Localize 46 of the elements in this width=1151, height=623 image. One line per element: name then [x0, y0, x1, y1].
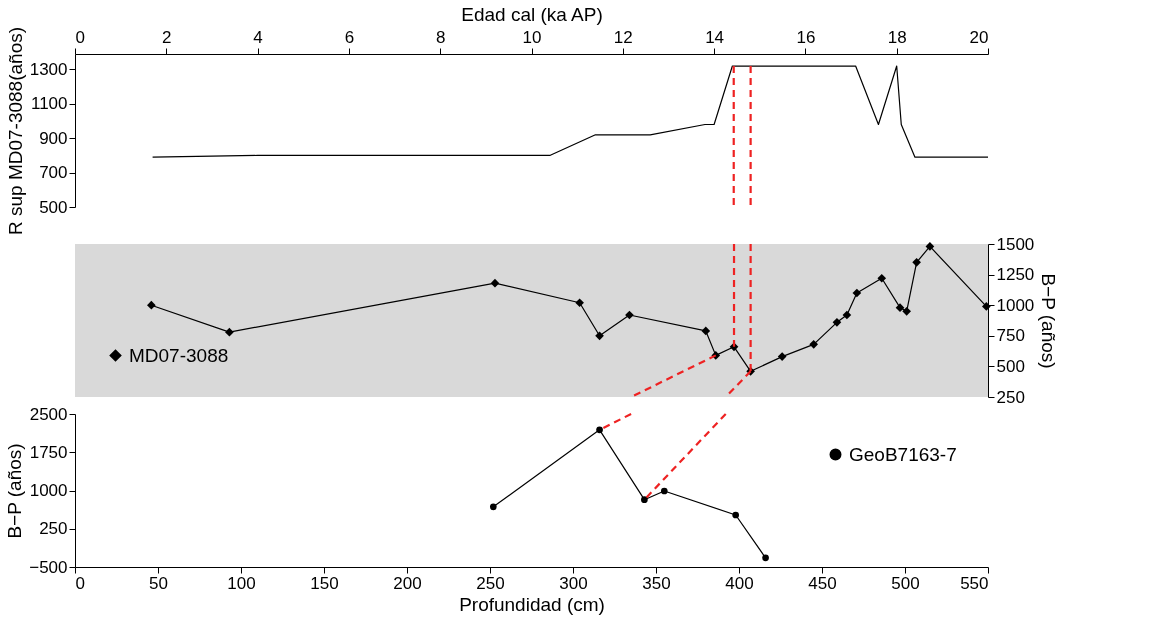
y-tick-label: 2500 — [29, 404, 68, 424]
y-axis-title: R sup MD07-3088(años) — [4, 26, 26, 236]
x-tick-label: 2 — [162, 27, 172, 47]
x-tick-label: 350 — [642, 573, 671, 593]
y2-axis-title: B−P (años) — [1038, 273, 1060, 369]
y-tick-label: 1300 — [29, 59, 68, 79]
x-tick-label: 500 — [891, 573, 920, 593]
x-tick-label: 0 — [75, 573, 85, 593]
x-tick-label: 150 — [310, 573, 339, 593]
x-tick-label: 4 — [253, 27, 263, 47]
x-tick-label: 14 — [705, 27, 725, 47]
x-tick-label: 8 — [435, 27, 446, 47]
y2-tick-label: 750 — [996, 326, 1025, 346]
x-tick-label: 250 — [476, 573, 505, 593]
x-tick-label: 300 — [559, 573, 588, 593]
x-tick-label: 12 — [613, 27, 633, 47]
y-tick-label: 1000 — [29, 481, 68, 500]
x-tick-label: 20 — [969, 27, 989, 47]
x-tick-label: 18 — [887, 27, 907, 47]
legend-label: GeoB7163-7 — [849, 443, 957, 465]
x-tick-label: 10 — [522, 27, 542, 47]
x-tick-label: 550 — [960, 573, 989, 593]
y2-tick-label: 1250 — [996, 265, 1035, 285]
x-tick-label: 200 — [393, 573, 422, 593]
x-tick-label: 50 — [149, 573, 168, 593]
y2-tick-label: 1500 — [996, 234, 1035, 254]
y-tick-label: 1750 — [29, 442, 68, 462]
y2-tick-label: 500 — [996, 356, 1025, 376]
y-axis-title: B−P (años) — [4, 443, 26, 539]
y-tick-label: 250 — [39, 519, 68, 539]
x-tick-label: 0 — [75, 27, 85, 47]
y-tick-label: 700 — [39, 163, 68, 183]
x-tick-label: 6 — [344, 27, 355, 47]
y2-tick-label: 1000 — [996, 295, 1035, 315]
x-tick-label: 400 — [725, 573, 754, 593]
x-tick-label: 450 — [808, 573, 837, 593]
x-axis-title: Edad cal (ka AP) — [461, 3, 603, 25]
y-tick-label: 900 — [39, 128, 68, 148]
x-tick-label: 100 — [227, 573, 256, 593]
y-tick-label: 1100 — [30, 94, 68, 114]
x-axis-title: Profundidad (cm) — [459, 593, 605, 615]
x-tick-label: 16 — [796, 27, 816, 47]
y-tick-label: 500 — [39, 197, 68, 217]
y2-tick-label: 250 — [996, 387, 1025, 407]
y-tick-label: −500 — [29, 557, 68, 577]
legend-label: MD07-3088 — [129, 344, 229, 366]
